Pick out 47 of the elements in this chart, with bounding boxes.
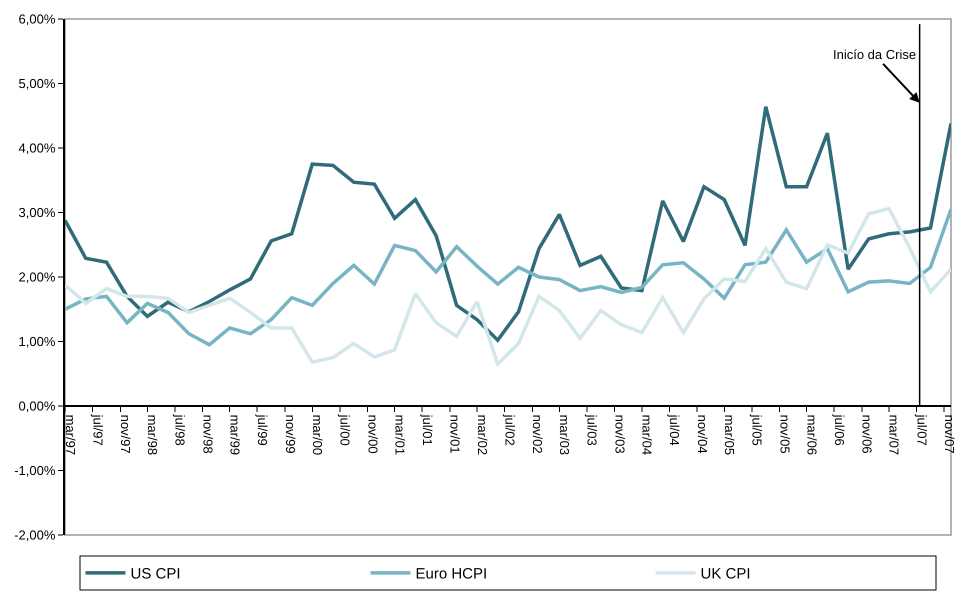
x-tick-label: mar/07 <box>886 414 902 456</box>
x-tick-label: mar/04 <box>640 414 655 456</box>
x-tick-label: jul/97 <box>90 414 106 446</box>
x-tick-label: jul/03 <box>584 414 600 446</box>
y-tick-label: -1,00% <box>14 463 56 478</box>
x-tick-label: jul/99 <box>255 414 270 446</box>
y-tick-label: 5,00% <box>18 76 56 92</box>
x-tick-label: nov/00 <box>365 414 380 454</box>
y-tick-label: 1,00% <box>18 334 56 350</box>
x-tick-label: nov/97 <box>118 414 134 454</box>
x-tick-label: mar/03 <box>557 414 572 456</box>
x-tick-label: nov/99 <box>282 414 298 454</box>
x-tick-label: jul/98 <box>172 414 188 446</box>
line-series <box>65 104 951 342</box>
y-tick-label: 0,00% <box>18 398 56 414</box>
x-tick-label: jul/07 <box>914 414 930 446</box>
x-tick-label: nov/06 <box>860 414 875 454</box>
x-tick-label: mar/02 <box>474 414 490 456</box>
x-tick-label: nov/04 <box>694 414 710 454</box>
y-tick-label: 6,00% <box>18 12 56 27</box>
x-tick-label: nov/05 <box>777 414 792 454</box>
annotation: Inicío da Crise <box>833 47 916 62</box>
x-tick-label: mar/05 <box>722 414 738 456</box>
x-tick-label: nov/01 <box>448 414 463 454</box>
y-tick-label: 4,00% <box>18 140 56 156</box>
y-tick-label: -2,00% <box>14 528 56 543</box>
legend-label: Euro HCPI <box>416 566 488 583</box>
x-tick-label: mar/01 <box>392 414 408 456</box>
x-tick-label: nov/07 <box>942 414 958 454</box>
legend-label: UK CPI <box>700 566 751 583</box>
x-tick-label: mar/99 <box>227 414 242 456</box>
y-tick-label: 2,00% <box>18 270 56 285</box>
y-tick-label: 3,00% <box>18 205 56 220</box>
x-tick-label: nov/03 <box>612 414 628 454</box>
x-tick-label: jul/05 <box>750 414 765 446</box>
x-tick-label: mar/98 <box>145 414 160 456</box>
x-tick-label: jul/00 <box>338 414 353 446</box>
x-tick-label: mar/97 <box>62 414 78 456</box>
x-tick-label: nov/02 <box>530 414 546 454</box>
x-tick-label: mar/00 <box>310 414 326 456</box>
x-tick-label: jul/01 <box>420 414 435 446</box>
x-tick-label: jul/06 <box>832 414 847 446</box>
x-tick-label: jul/04 <box>667 414 682 446</box>
x-tick-label: jul/02 <box>502 414 518 446</box>
legend-label: US CPI <box>130 566 181 583</box>
x-tick-label: nov/98 <box>200 414 216 454</box>
x-tick-label: mar/06 <box>804 414 820 456</box>
